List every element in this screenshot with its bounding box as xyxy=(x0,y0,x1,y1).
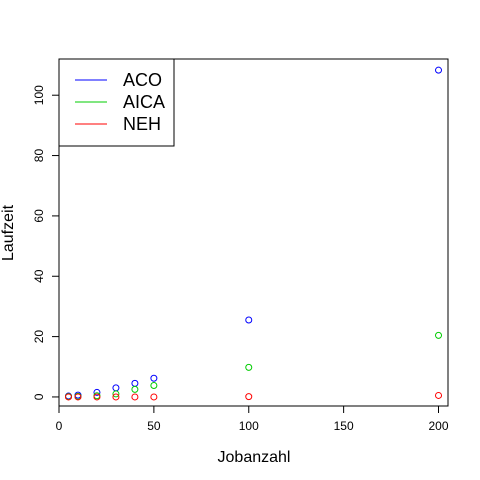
x-tick-label: 200 xyxy=(428,419,448,433)
data-points xyxy=(64,66,443,401)
x-tick-label: 50 xyxy=(147,419,161,433)
point-aica xyxy=(150,381,158,389)
point-aco xyxy=(112,384,120,392)
y-tick-label: 100 xyxy=(32,85,46,105)
x-axis-title: Jobanzahl xyxy=(218,449,291,466)
y-tick-label: 0 xyxy=(32,393,46,400)
point-neh xyxy=(435,391,443,399)
y-axis-title: Laufzeit xyxy=(0,204,17,261)
point-neh xyxy=(150,393,158,401)
point-aco xyxy=(245,316,253,324)
y-tick-label: 40 xyxy=(32,269,46,283)
point-aica xyxy=(435,331,443,339)
point-aica xyxy=(112,390,120,398)
point-neh xyxy=(93,393,101,401)
point-neh xyxy=(64,393,72,401)
y-tick-label: 80 xyxy=(32,149,46,163)
x-axis: 0 50 100 150 200 xyxy=(56,405,449,433)
point-aco xyxy=(150,374,158,382)
point-aica xyxy=(131,385,139,393)
x-tick-label: 150 xyxy=(334,419,354,433)
point-neh xyxy=(74,393,82,401)
y-tick-label: 60 xyxy=(32,209,46,223)
legend-label-aica: AICA xyxy=(123,92,165,112)
x-tick-label: 0 xyxy=(56,419,63,433)
y-tick-label: 20 xyxy=(32,330,46,344)
legend-label-neh: NEH xyxy=(123,114,161,134)
point-aco xyxy=(435,66,443,74)
legend-label-aco: ACO xyxy=(123,70,162,90)
point-aco xyxy=(131,379,139,387)
point-neh xyxy=(245,393,253,401)
y-axis: 0 20 40 60 80 100 xyxy=(32,85,60,400)
point-aco xyxy=(93,388,101,396)
point-neh xyxy=(131,393,139,401)
x-tick-label: 100 xyxy=(239,419,259,433)
point-neh xyxy=(112,393,120,401)
point-aica xyxy=(245,363,253,371)
